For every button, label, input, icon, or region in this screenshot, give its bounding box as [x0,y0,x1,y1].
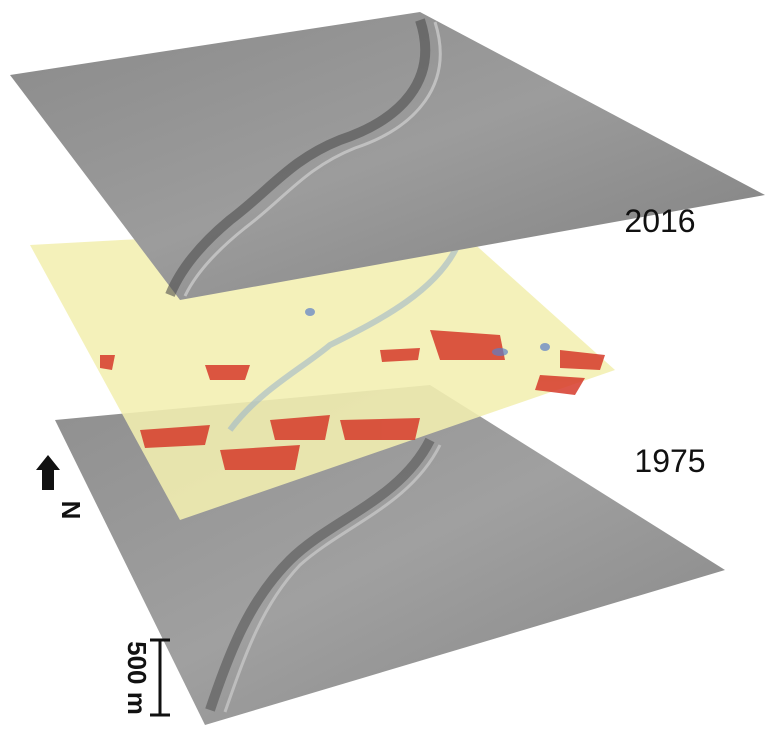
change-patches-blue [305,308,550,356]
change-patches [100,330,605,470]
valley [205,437,435,712]
valley-edge [183,21,442,297]
layer-2016 [10,12,765,300]
layer-label: 2016 [624,203,695,239]
scale-label: 500 m [122,641,152,715]
north-label: N [56,501,86,520]
valley-edge [223,444,442,713]
valley [165,18,431,297]
layer-label: 1975 [634,443,705,479]
north-arrow [36,455,60,490]
river-trace [227,238,463,432]
